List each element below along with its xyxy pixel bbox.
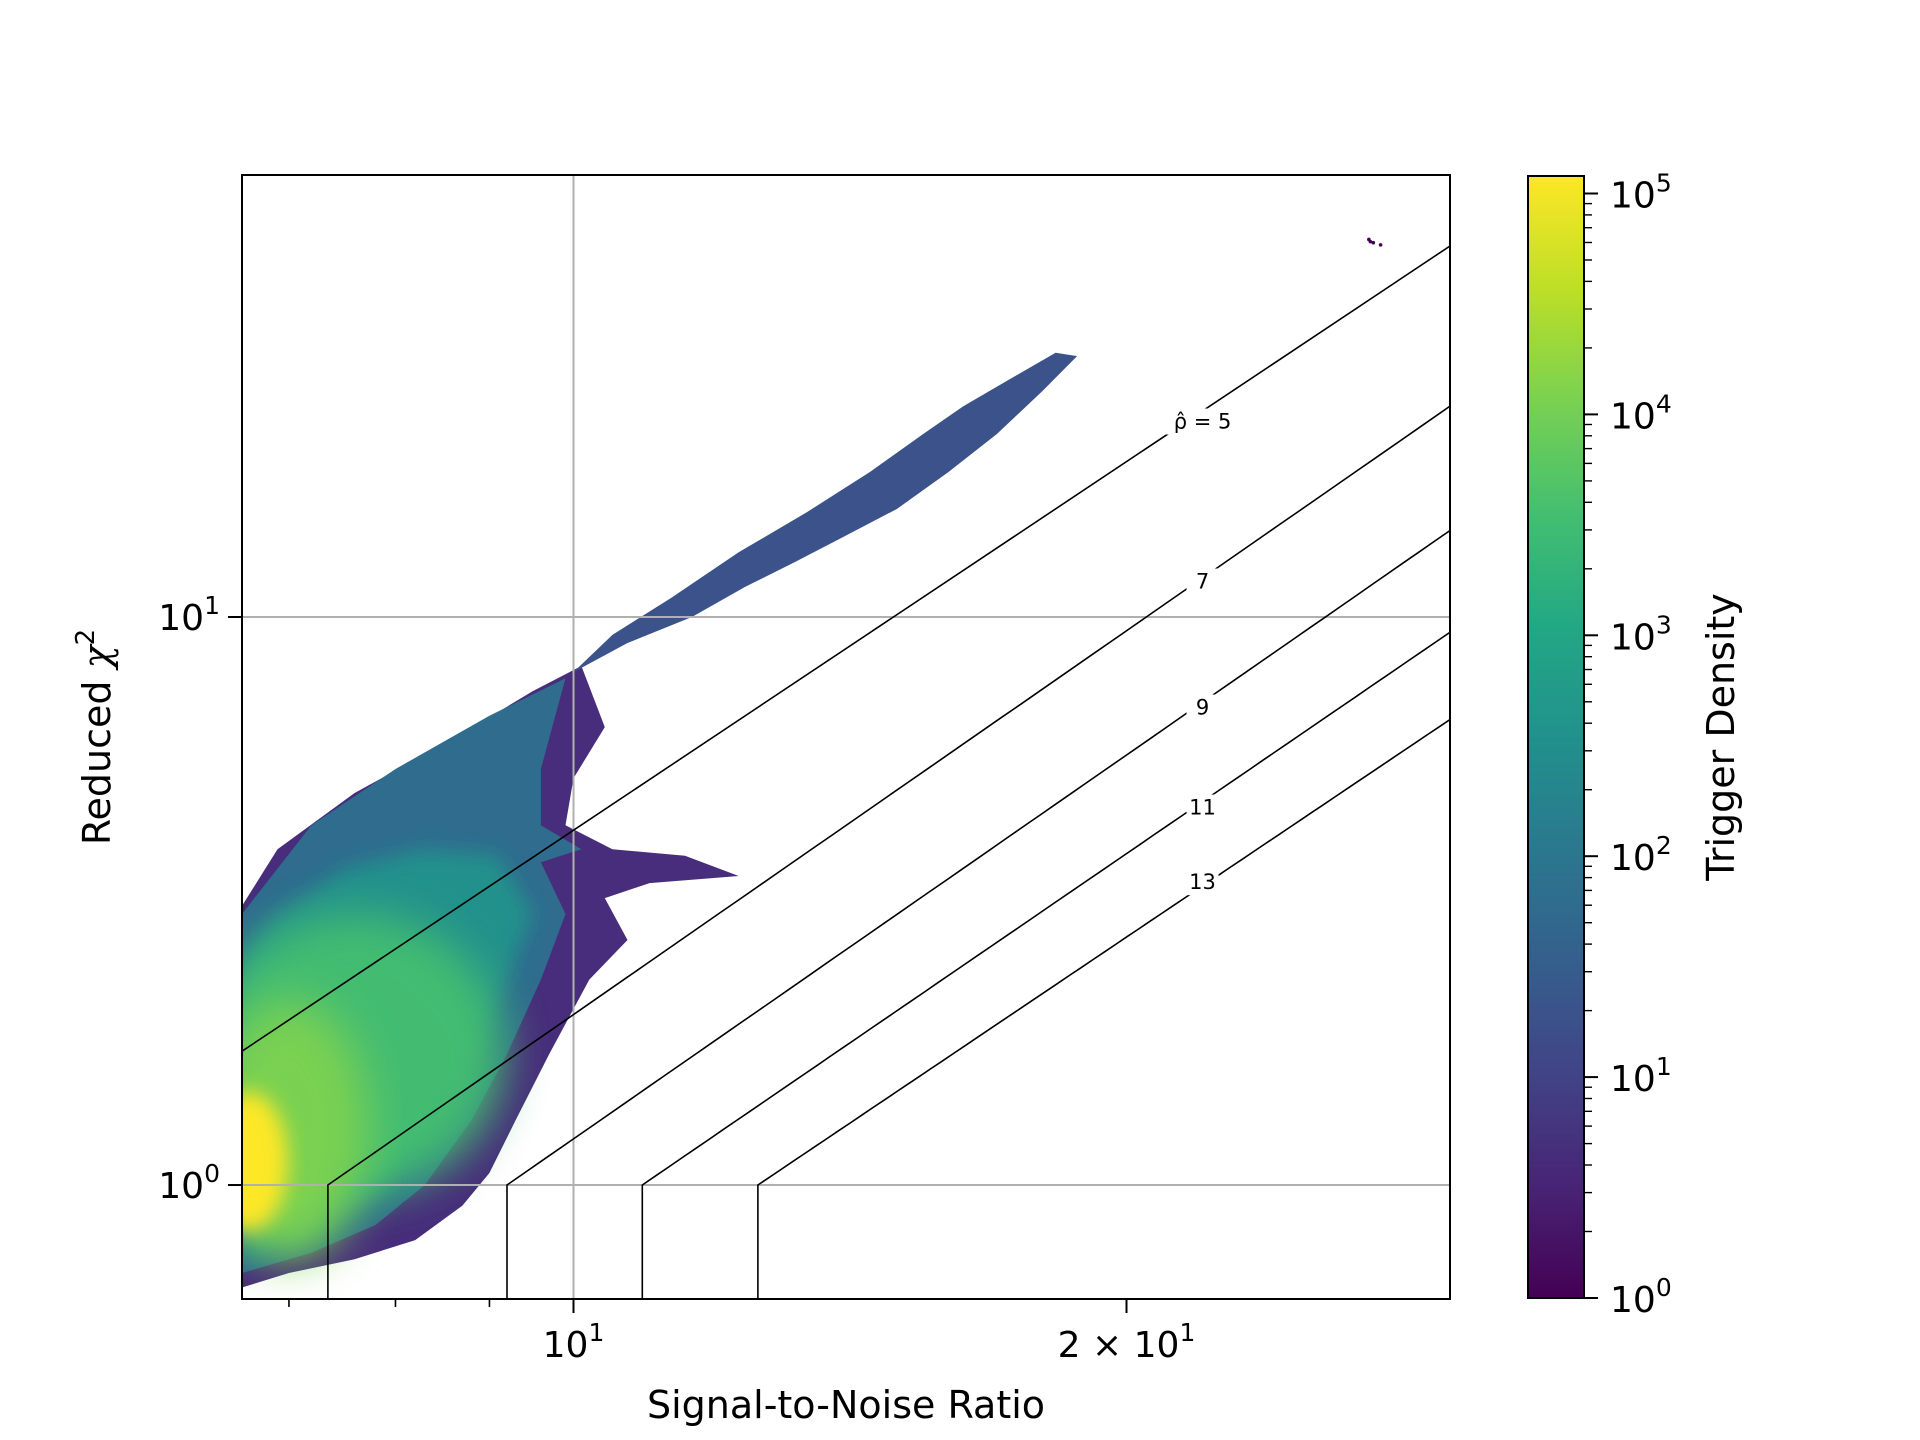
contour-label-11: 11 [1189,796,1216,820]
grid [242,175,1450,1299]
contour-label-bg [1186,694,1219,721]
density-layer [242,237,1383,1288]
y-axis-label: Reduced χ2 [71,629,119,845]
colorbar-tick-label: 102 [1610,831,1672,879]
colorbar-tick-label: 104 [1610,389,1672,437]
colorbar-axis: 100 101 102 103 104 105 [1584,168,1672,1321]
outlier-point [1368,239,1373,244]
contour-label-9: 9 [1196,696,1209,720]
colorbar [1527,175,1585,1299]
contour-line-9 [506,529,1450,1299]
x-tick-label: 101 [543,1318,605,1366]
contour-label-bg [1186,568,1219,595]
y-axis-label-sup: 2 [71,629,101,646]
density-lightgreen-core [242,1000,369,1260]
colorbar-tick-label: 105 [1610,168,1672,216]
colorbar-label: Trigger Density [1699,593,1743,882]
outlier-point [1378,243,1383,247]
contour-line-5 [242,245,1450,1052]
y-tick-label: 100 [158,1159,220,1207]
x-axis: 101 2 × 101 [288,1299,1196,1366]
x-axis-label: Signal-to-Noise Ratio [647,1383,1045,1427]
contour-line-13 [757,718,1450,1299]
outlier-point [1371,240,1376,245]
contour-label-13: 13 [1189,870,1216,894]
contour-line-7 [327,405,1450,1299]
density-diagonal-tail [573,352,1078,673]
colorbar-tick-label: 101 [1610,1052,1672,1100]
contour-labels: ρ̂ = 5 7 9 11 13 [1160,408,1245,896]
contour-label-7: 7 [1196,570,1209,594]
density-peak [242,1091,289,1232]
y-axis: 100 101 [158,591,242,1207]
contour-label-bg [1186,869,1219,896]
colorbar-tick-label: 103 [1610,610,1672,658]
x-tick-label: 2 × 101 [1058,1318,1196,1366]
y-tick-label: 101 [158,591,220,639]
contour-label-5: ρ̂ = 5 [1174,410,1232,434]
colorbar-tick-label: 100 [1610,1273,1672,1321]
contour-label-bg [1160,408,1245,435]
axes-frame [241,174,1451,1300]
y-axis-label-symbol: χ [75,643,119,671]
y-axis-label-text: Reduced [75,668,119,845]
contour-label-bg [1186,794,1219,821]
contour-lines [242,245,1450,1299]
contour-line-11 [641,631,1450,1299]
